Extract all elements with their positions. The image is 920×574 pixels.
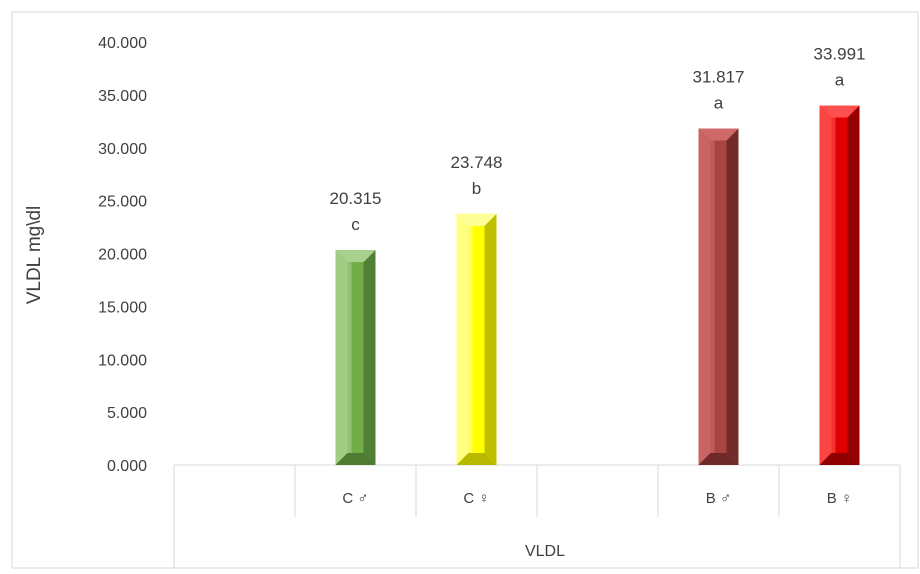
y-tick-label: 15.000 (98, 299, 147, 316)
group-label: VLDL (525, 543, 565, 560)
y-tick-label: 25.000 (98, 194, 147, 211)
data-label-letter: a (835, 71, 845, 90)
data-label-value: 20.315 (330, 189, 382, 208)
data-label-letter: a (714, 94, 724, 113)
y-tick-label: 30.000 (98, 141, 147, 158)
bar (698, 128, 739, 466)
bars (335, 105, 860, 466)
y-tick-label: 0.000 (107, 458, 147, 475)
data-labels: 20.315 c 23.748 b 31.817 a 33.991 a (330, 45, 866, 235)
data-label-letter: c (351, 215, 360, 234)
y-tick-label: 40.000 (98, 35, 147, 52)
y-tick-label: 10.000 (98, 352, 147, 369)
y-tick-label: 5.000 (107, 405, 147, 422)
x-tick-label: B ♀ (827, 490, 852, 507)
bar (335, 250, 376, 465)
y-axis-label: VLDL mg\dl (24, 206, 45, 305)
data-label-letter: b (472, 179, 481, 198)
data-label-value: 33.991 (814, 45, 866, 64)
bar (819, 105, 860, 466)
x-axis: C ♂ C ♀ B ♂ B ♀ (173, 464, 901, 568)
y-axis: 0.000 5.000 10.000 15.000 20.000 25.000 30.000… (98, 35, 147, 475)
data-label-value: 23.748 (451, 153, 503, 172)
x-tick-label: C ♀ (463, 490, 489, 507)
x-tick-label: C ♂ (342, 490, 368, 507)
data-label-value: 31.817 (693, 68, 745, 87)
x-tick-label: B ♂ (706, 490, 731, 507)
y-tick-label: 20.000 (98, 247, 147, 264)
bar (456, 213, 497, 465)
y-tick-label: 35.000 (98, 88, 147, 105)
